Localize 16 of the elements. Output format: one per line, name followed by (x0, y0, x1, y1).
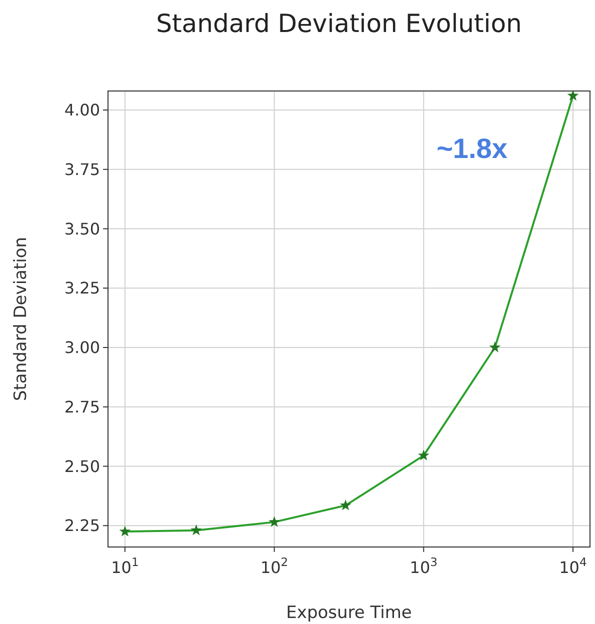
annotation: ~1.8x (436, 133, 508, 164)
y-tick-label: 2.25 (64, 516, 100, 536)
x-tick-label: 10$^{3}$ (410, 555, 438, 577)
y-tick-label: 3.00 (64, 338, 100, 358)
y-tick-label: 3.25 (64, 278, 100, 298)
x-tick-label: 10$^{4}$ (559, 555, 587, 577)
y-tick-label: 3.75 (64, 160, 100, 179)
chart-title: Standard Deviation Evolution (156, 9, 522, 38)
x-tick-label: 10$^{2}$ (260, 555, 288, 577)
y-tick-label: 2.50 (64, 456, 100, 476)
y-tick-label: 4.00 (64, 100, 100, 120)
x-tick-label: 10$^{1}$ (111, 555, 139, 577)
x-axis-title: Exposure Time (286, 603, 412, 623)
y-axis-title: Standard Deviation (11, 236, 31, 402)
y-tick-label: 3.50 (64, 219, 100, 238)
y-tick-label: 2.75 (64, 397, 100, 416)
